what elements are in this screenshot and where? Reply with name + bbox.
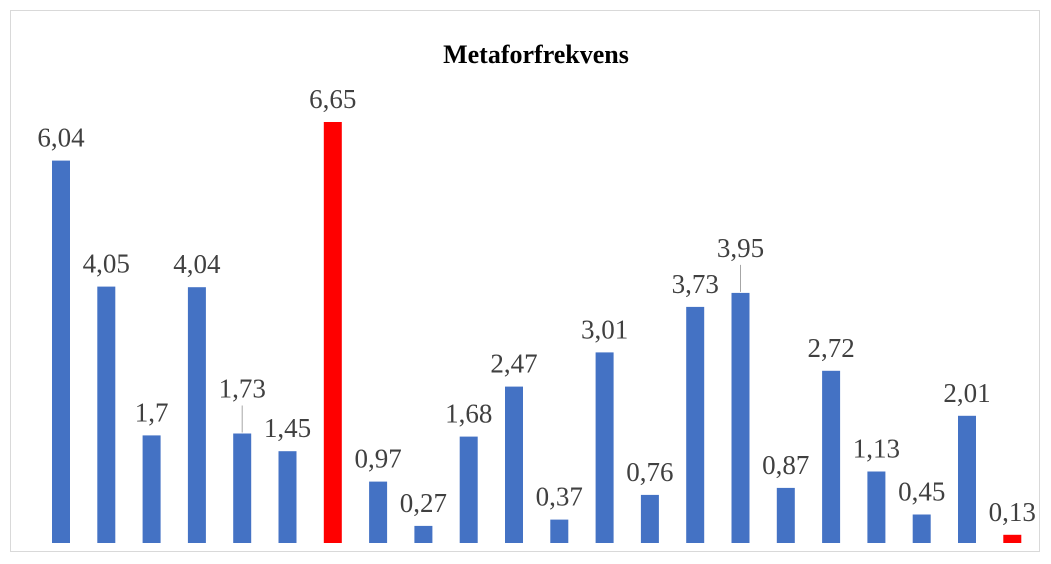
bar-17: [776, 487, 795, 543]
data-label-10: 1,68: [445, 399, 492, 429]
bar-11: [505, 386, 523, 543]
bar-4: [187, 287, 206, 543]
data-label-19: 1,13: [853, 434, 900, 464]
bar-2: [97, 286, 116, 543]
data-label-4: 4,04: [173, 249, 221, 279]
data-label-18: 2,72: [807, 333, 854, 363]
chart-frame: [10, 10, 1040, 552]
leader-lines-group: [241, 264, 741, 433]
bar-20: [912, 514, 931, 543]
data-label-5: 1,73: [219, 374, 266, 404]
data-label-16: 3,95: [717, 233, 764, 263]
data-label-1: 6,04: [37, 123, 85, 153]
data-label-15: 3,73: [672, 269, 719, 299]
bar-12: [550, 519, 569, 543]
data-label-13: 3,01: [581, 314, 628, 344]
data-label-14: 0,76: [626, 457, 673, 487]
data-label-2: 4,05: [83, 249, 130, 279]
bar-1: [52, 160, 70, 543]
chart-title: Metaforfrekvens: [443, 40, 629, 69]
bar-10: [459, 436, 478, 543]
bar-16: [731, 292, 750, 543]
bar-18: [822, 370, 841, 543]
bar-15: [686, 306, 705, 543]
data-label-6: 1,45: [264, 413, 311, 443]
data-label-8: 0,97: [354, 444, 401, 474]
data-label-20: 0,45: [898, 477, 945, 507]
bar-19: [867, 471, 886, 543]
data-label-9: 0,27: [400, 488, 447, 518]
bar-5: [233, 433, 252, 543]
bar-3: [142, 435, 161, 543]
bar-8: [369, 481, 388, 543]
data-labels-group: 6,04 4,05 1,7 4,04 1,73 1,45 6,65 0,97 0,27 1,68 2…: [37, 84, 1036, 527]
bar-6: [278, 451, 297, 543]
bar-7: [323, 122, 342, 543]
bar-22: [1003, 534, 1022, 543]
data-label-12: 0,37: [536, 482, 583, 512]
bar-21: [958, 415, 976, 543]
data-label-17: 0,87: [762, 450, 809, 480]
data-label-11: 2,47: [490, 349, 537, 379]
bar-14: [640, 494, 659, 543]
data-label-3: 1,7: [135, 397, 169, 427]
bars-group: [52, 122, 1022, 543]
data-label-7: 6,65: [309, 84, 356, 114]
data-label-21: 2,01: [943, 378, 990, 408]
data-label-22: 0,13: [989, 497, 1036, 527]
bar-13: [595, 352, 614, 543]
bar-9: [414, 525, 433, 543]
